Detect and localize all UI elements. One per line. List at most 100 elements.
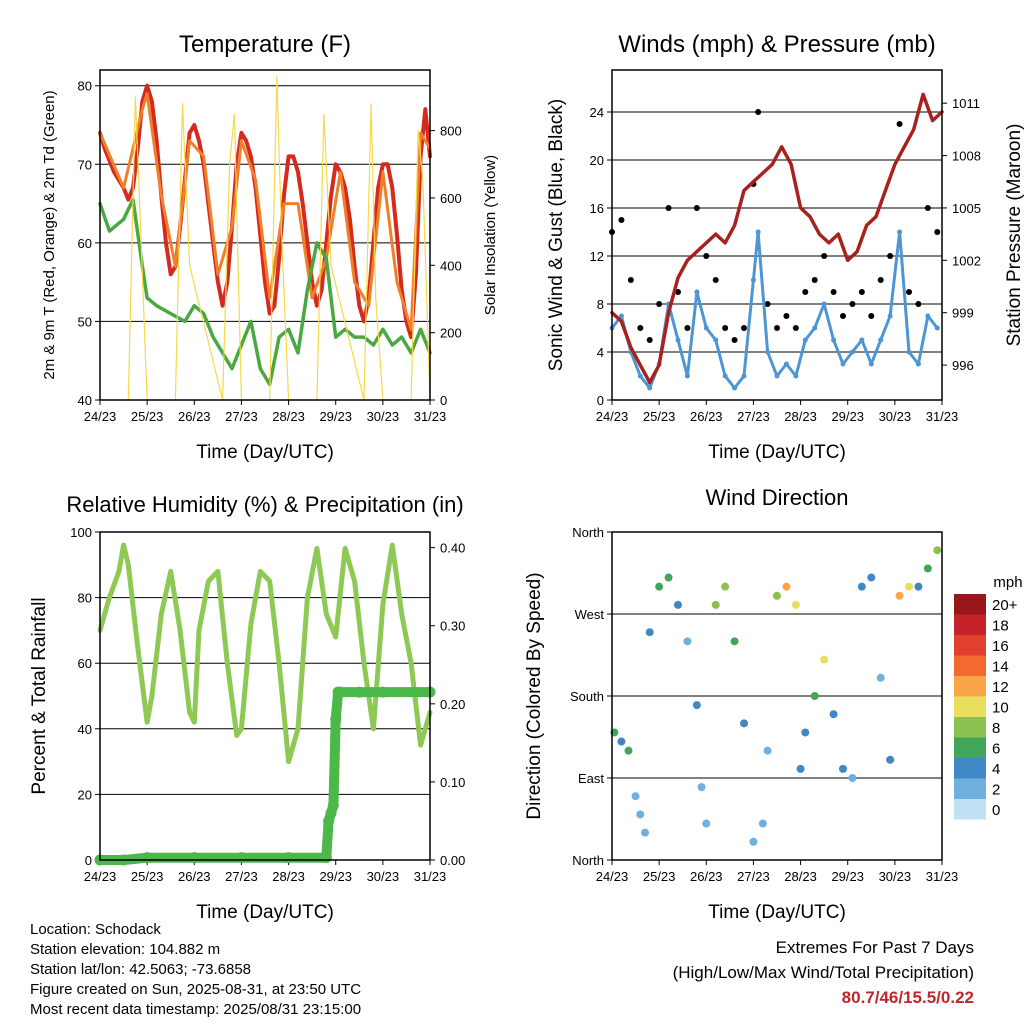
wind-point: [684, 373, 690, 379]
extremes-values: 80.7/46/15.5/0.22: [841, 988, 974, 1007]
legend-swatch: [954, 696, 986, 717]
y2tick-label: 600: [440, 191, 462, 206]
xtick-label: 28/23: [272, 869, 305, 884]
direction-point: [721, 582, 730, 591]
y2tick-label: 0.20: [440, 697, 465, 712]
y2tick-label: 0.40: [440, 541, 465, 556]
xtick-label: 24/23: [84, 409, 117, 424]
ytick-label: North: [572, 853, 604, 868]
gust-point: [618, 217, 625, 223]
direction-point: [796, 764, 805, 773]
gust-point: [675, 289, 681, 295]
direction-point: [801, 728, 810, 737]
direction-point: [886, 755, 895, 764]
wind-point: [906, 349, 912, 355]
recent-timestamp-text: Most recent data timestamp: 2025/08/31 2…: [30, 1001, 362, 1018]
xtick-label: 31/23: [926, 409, 959, 424]
gust-point: [693, 205, 700, 211]
gust-point: [840, 313, 846, 319]
legend-swatch: [954, 778, 986, 799]
direction-point: [674, 600, 682, 609]
direction-point: [631, 792, 640, 801]
ytick-label: 0: [85, 853, 92, 868]
direction-point: [905, 582, 913, 591]
direction-point: [867, 573, 876, 582]
y2tick-label: 0: [440, 393, 447, 408]
ytick-label: 20: [590, 153, 604, 168]
ytick-label: 24: [590, 105, 604, 120]
gust-point: [684, 325, 691, 331]
gust-point: [858, 289, 865, 295]
gust-point: [915, 301, 922, 307]
direction-point: [692, 701, 701, 710]
wind-point: [732, 385, 738, 391]
wind-point: [915, 361, 921, 367]
legend-label: 12: [992, 679, 1009, 696]
x-axis-label: Time (Day/UTC): [708, 902, 846, 923]
wind-point: [868, 361, 874, 367]
x-axis-label: Time (Day/UTC): [708, 442, 846, 463]
xtick-label: 27/23: [225, 869, 258, 884]
extremes-title: Extremes For Past 7 Days: [775, 938, 974, 957]
wind-point: [755, 229, 761, 235]
wind-point: [722, 373, 728, 379]
ytick-label: 40: [78, 722, 92, 737]
panel-title: Relative Humidity (%) & Precipitation (i…: [66, 492, 463, 517]
wind-point: [840, 361, 846, 367]
gust-point: [637, 325, 644, 331]
direction-point: [876, 673, 885, 682]
gust-point: [877, 277, 884, 283]
rainfall-point: [141, 852, 153, 864]
rainfall-point: [353, 686, 365, 698]
ytick-label: 80: [78, 591, 92, 606]
humidity-line: [97, 542, 433, 765]
gust-point: [731, 337, 738, 343]
gust-point: [924, 205, 931, 211]
gust-point: [792, 325, 799, 331]
y2tick-label: 1011: [952, 96, 980, 111]
legend-swatch: [954, 655, 986, 676]
gust-point: [656, 301, 663, 307]
legend-swatch: [954, 594, 986, 615]
y2tick-label: 800: [440, 124, 462, 139]
y2tick-label: 0.30: [440, 619, 465, 634]
gust-point: [627, 277, 634, 283]
wind-point: [637, 373, 643, 379]
ytick-label: South: [570, 689, 604, 704]
rainfall-point: [235, 852, 247, 864]
gust-point: [849, 301, 856, 307]
extremes-box: Extremes For Past 7 Days (High/Low/Max W…: [673, 935, 974, 1010]
wind-point: [783, 361, 789, 367]
xtick-label: 24/23: [596, 409, 629, 424]
gust-point: [712, 277, 719, 283]
xtick-label: 30/23: [879, 869, 912, 884]
wind-point: [793, 373, 799, 379]
xtick-label: 30/23: [879, 409, 912, 424]
y2-axis-label: Station Pressure (Maroon): [1004, 124, 1024, 347]
direction-point: [810, 692, 819, 700]
xtick-label: 24/23: [596, 869, 629, 884]
wind-point: [774, 373, 780, 379]
gust-point: [896, 121, 903, 127]
wind-point: [647, 385, 653, 391]
wind-point: [750, 277, 756, 283]
gust-point: [646, 337, 653, 343]
gust-point: [868, 313, 875, 319]
wind-point: [741, 373, 747, 379]
direction-point: [655, 582, 664, 591]
wind-point: [831, 337, 837, 343]
legend-swatch: [954, 676, 986, 697]
legend-label: 14: [992, 659, 1009, 676]
xtick-label: 31/23: [414, 869, 447, 884]
direction-point: [933, 546, 942, 555]
plot-frame-1: [611, 69, 943, 401]
legend-swatch: [954, 635, 986, 656]
direction-point: [683, 637, 692, 646]
ytick-label: 12: [590, 249, 604, 264]
y2tick-label: 996: [952, 358, 974, 373]
gust-point: [703, 253, 710, 259]
ytick-label: 16: [590, 201, 604, 216]
wind-point: [812, 325, 818, 331]
xtick-label: 29/23: [831, 409, 864, 424]
xtick-label: 27/23: [225, 409, 258, 424]
